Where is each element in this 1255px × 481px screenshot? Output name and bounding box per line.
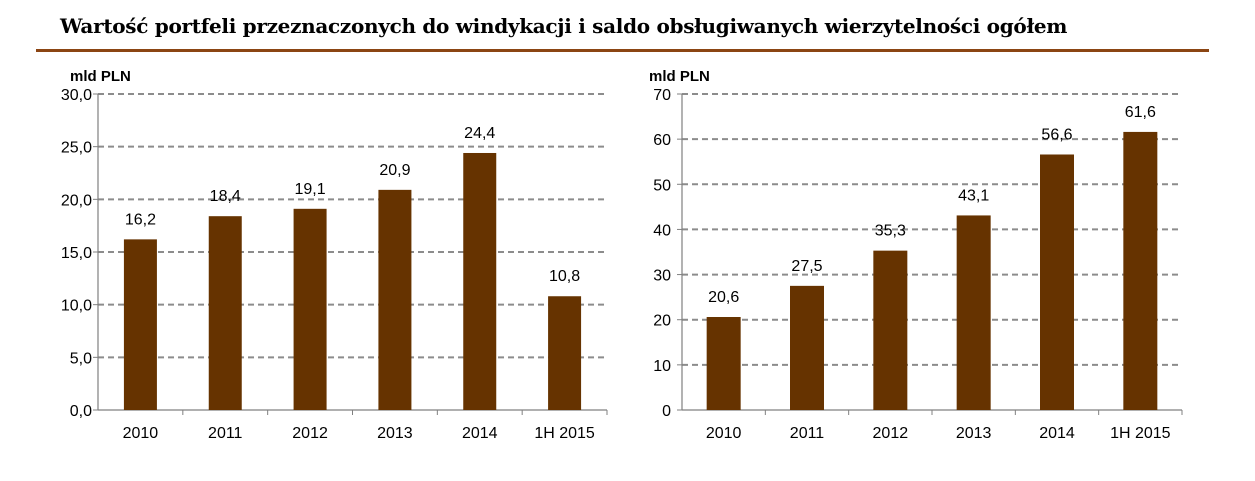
x-tick-label: 2012 bbox=[873, 425, 909, 442]
data-label: 35,3 bbox=[875, 223, 906, 240]
bar-2012 bbox=[873, 250, 908, 410]
y-tick-label: 10,0 bbox=[61, 298, 92, 315]
x-tick-label: 2013 bbox=[956, 425, 992, 442]
data-label: 18,4 bbox=[210, 188, 241, 205]
data-label: 56,6 bbox=[1041, 126, 1072, 143]
bar-2013 bbox=[378, 189, 412, 410]
chart-receivables-balance: mld PLN 0 10 20 30 40 50 60 70 20,6 2010 27,5 2011 35… bbox=[649, 68, 1183, 442]
y-tick-label: 20 bbox=[653, 313, 671, 330]
x-tick-label: 2011 bbox=[208, 425, 243, 442]
x-tick-label: 2013 bbox=[377, 425, 413, 442]
bar-2010 bbox=[123, 239, 157, 410]
data-label: 19,1 bbox=[295, 181, 326, 198]
y-tick-label: 30,0 bbox=[61, 87, 92, 104]
x-tick-label: 1H 2015 bbox=[1110, 425, 1171, 442]
bar-2011 bbox=[208, 216, 242, 410]
bar-1h-2015 bbox=[548, 296, 582, 410]
data-label: 16,2 bbox=[125, 211, 156, 228]
y-tick-label: 10 bbox=[653, 358, 671, 375]
y-tick-label: 15,0 bbox=[61, 245, 92, 262]
x-tick-label: 2014 bbox=[462, 425, 498, 442]
y-tick-label: 70 bbox=[653, 87, 671, 104]
bar-2014 bbox=[1040, 154, 1074, 410]
data-label: 24,4 bbox=[464, 125, 495, 142]
y-tick-label: 0 bbox=[662, 403, 671, 420]
data-label: 61,6 bbox=[1125, 104, 1156, 121]
title-divider bbox=[36, 49, 1209, 52]
data-label: 10,8 bbox=[549, 268, 580, 285]
x-tick-label: 2010 bbox=[123, 425, 159, 442]
x-tick-label: 2011 bbox=[790, 425, 825, 442]
bar-2012 bbox=[293, 208, 327, 410]
y-tick-label: 5,0 bbox=[70, 350, 92, 367]
bar-2011 bbox=[790, 285, 824, 410]
y-tick-label: 20,0 bbox=[61, 192, 92, 209]
y-tick-label: 30 bbox=[653, 268, 671, 285]
bar-2014 bbox=[463, 152, 497, 410]
y-tick-label: 25,0 bbox=[61, 140, 92, 157]
x-tick-label: 1H 2015 bbox=[534, 425, 595, 442]
y-unit-label: mld PLN bbox=[649, 68, 710, 85]
data-label: 20,9 bbox=[379, 162, 410, 179]
bar-2013 bbox=[956, 215, 991, 410]
page-title: Wartość portfeli przeznaczonych do windy… bbox=[60, 14, 1068, 38]
bar-1h-2015 bbox=[1123, 131, 1158, 411]
y-tick-label: 60 bbox=[653, 132, 671, 149]
x-tick-label: 2012 bbox=[292, 425, 328, 442]
y-tick-label: 40 bbox=[653, 222, 671, 239]
chart-portfolio-value: mld PLN 0,0 5,0 10,0 15,0 20,0 25,0 30,0 16,2 201… bbox=[61, 68, 608, 442]
x-tick-label: 2010 bbox=[706, 425, 742, 442]
bar-2010 bbox=[706, 317, 741, 410]
y-unit-label: mld PLN bbox=[70, 68, 131, 85]
x-tick-label: 2014 bbox=[1039, 425, 1075, 442]
data-label: 20,6 bbox=[708, 289, 739, 306]
y-tick-label: 0,0 bbox=[70, 403, 92, 420]
data-label: 27,5 bbox=[791, 258, 822, 275]
y-tick-label: 50 bbox=[653, 177, 671, 194]
data-label: 43,1 bbox=[958, 187, 989, 204]
